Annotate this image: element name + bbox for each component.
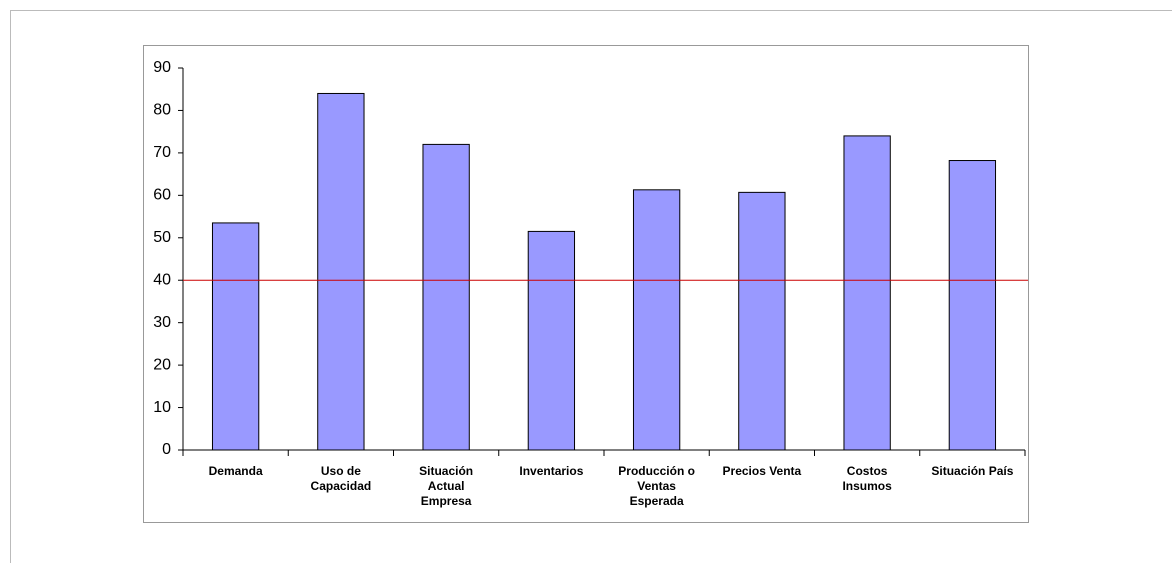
x-tick-label: Situación País [931, 464, 1014, 478]
x-tick-label: Producción o Ventas Esperada [618, 464, 695, 508]
y-tick-label: 90 [153, 59, 171, 76]
x-tick-label: Inventarios [519, 464, 584, 478]
y-tick-label: 50 [153, 229, 171, 246]
y-tick-label: 70 [153, 144, 171, 161]
bar [948, 160, 997, 451]
y-tick-label: 40 [153, 271, 171, 288]
x-tick-label: Demanda [208, 464, 263, 478]
y-tick-label: 20 [153, 356, 171, 373]
x-tick-label: Uso de Capacidad [310, 464, 372, 493]
y-tick-label: 30 [153, 314, 171, 331]
chart-frame [143, 45, 1029, 523]
bar [738, 191, 786, 451]
x-tick-label: Situación Actual Empresa [419, 464, 474, 508]
x-tick-label: Precios Venta [722, 464, 802, 478]
bar [317, 92, 365, 451]
bar [632, 189, 681, 451]
y-tick-label: 10 [153, 399, 171, 416]
y-tick-label: 60 [153, 187, 171, 204]
bar [422, 143, 470, 451]
y-tick-label: 80 [153, 102, 171, 119]
bar [843, 135, 891, 451]
bar [211, 222, 260, 451]
x-tick-label: Costos Insumos [842, 464, 892, 493]
bar [527, 230, 576, 451]
y-tick-label: 0 [162, 441, 171, 458]
